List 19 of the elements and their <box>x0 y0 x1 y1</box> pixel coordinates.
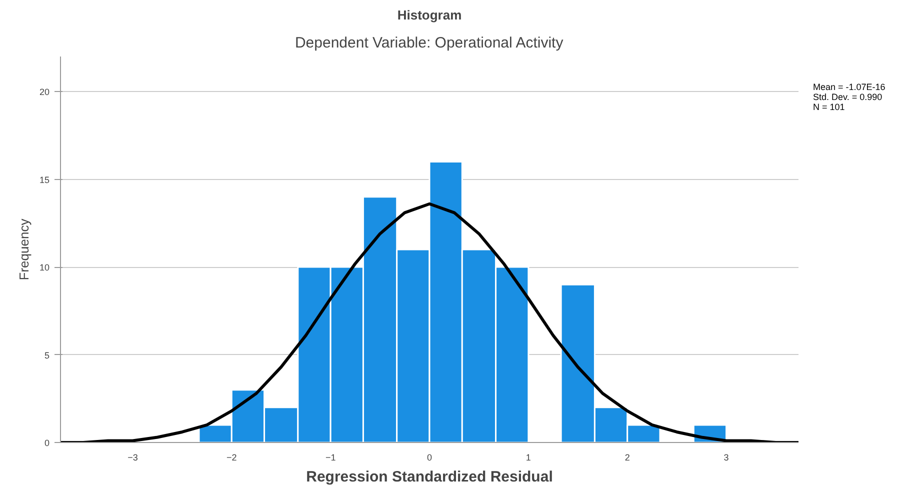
x-axis-title: Regression Standardized Residual <box>306 468 553 486</box>
text: N = 101 <box>813 102 845 112</box>
x-tick-label: 2 <box>624 452 630 462</box>
y-tick-label: 20 <box>39 87 50 98</box>
chart-title: Histogram <box>397 8 462 22</box>
x-tick-label: −3 <box>128 452 138 462</box>
x-tick-label: 3 <box>724 452 729 462</box>
y-tick-label: 10 <box>39 262 50 273</box>
y-tick-label: 15 <box>39 174 50 185</box>
y-axis-title: Frequency <box>16 218 32 280</box>
x-tick-label: 0 <box>426 452 432 462</box>
x-tick-label: −1 <box>325 452 336 462</box>
x-tick-label: 1 <box>526 452 531 462</box>
text: Std. Dev. = 0.990 <box>813 92 882 102</box>
y-tick-label: 5 <box>44 350 50 360</box>
x-tick-label: −2 <box>226 452 237 462</box>
text: Mean = -1.07E-16 <box>813 82 886 92</box>
y-tick-label: 0 <box>44 438 50 448</box>
chart-subtitle: Dependent Variable: Operational Activity <box>294 34 564 52</box>
